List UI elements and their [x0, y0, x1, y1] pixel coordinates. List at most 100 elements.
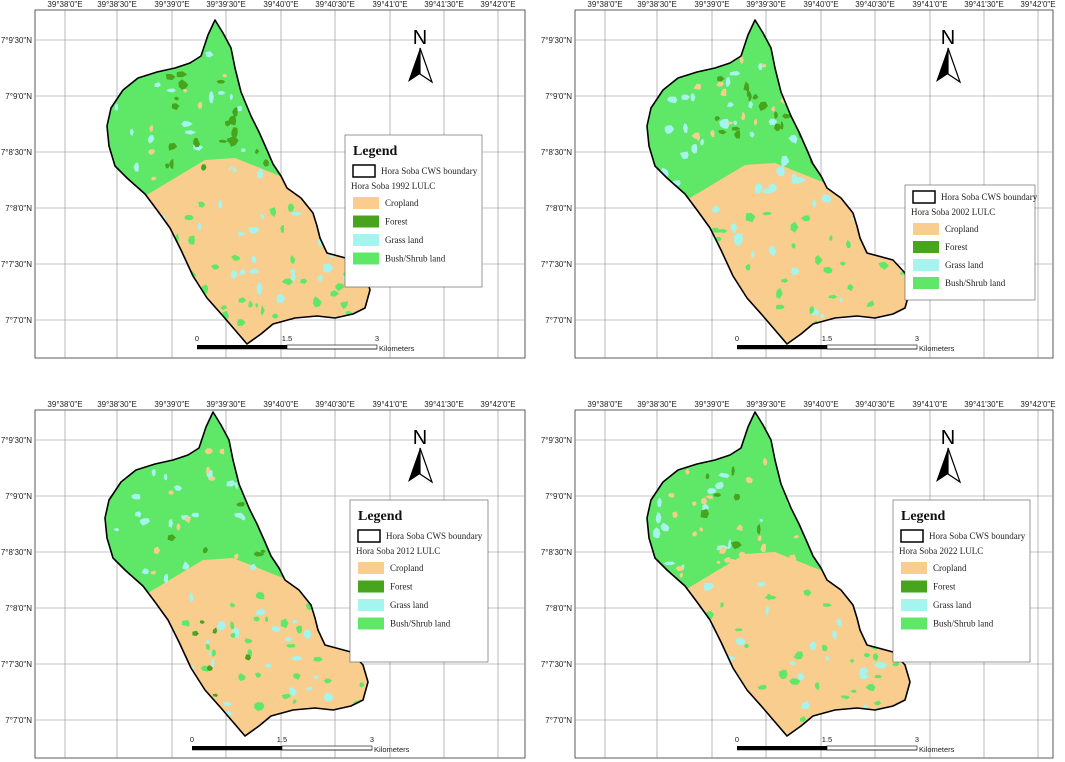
grass-land-patch	[133, 162, 139, 172]
forest-patch	[774, 111, 778, 119]
forest-patch	[752, 93, 759, 100]
scale-unit-label: Kilometers	[919, 745, 955, 754]
forest-patch	[245, 654, 252, 661]
cropland-patch	[685, 468, 690, 475]
longitude-label: 39°40'0"E	[263, 0, 298, 9]
cropland-swatch	[358, 562, 384, 574]
scale-label: 1.5	[822, 334, 832, 343]
grass-land-patch	[271, 625, 281, 633]
cropland-swatch	[353, 197, 379, 209]
grass-land-patch	[135, 511, 142, 518]
bush-shrub-patch	[330, 290, 340, 297]
longitude-label: 39°38'30"E	[97, 0, 137, 9]
cropland-swatch	[913, 223, 939, 235]
grass-land-patch	[114, 103, 119, 111]
cropland-patch	[754, 118, 758, 126]
grass-land-patch	[729, 70, 741, 76]
grass-land-patch	[147, 135, 155, 144]
scale-label: 3	[915, 334, 919, 343]
forest-patch	[212, 693, 219, 697]
longitude-label: 39°40'30"E	[855, 0, 895, 9]
grass-land-patch	[756, 581, 766, 587]
legend-class-label: Grass land	[945, 260, 984, 270]
bush-shrub-patch	[718, 229, 728, 234]
bush-shrub-patch	[198, 201, 206, 208]
grass-land-patch	[727, 538, 732, 549]
grass-land-patch	[653, 527, 661, 539]
grass-land-patch	[859, 667, 869, 678]
grass-land-patch	[679, 151, 689, 160]
grass-land-patch	[797, 672, 805, 682]
cropland-patch	[691, 132, 700, 139]
grass-land-patch	[666, 96, 678, 104]
forest-patch	[212, 627, 218, 634]
legend-class-label: Grass land	[390, 600, 429, 610]
legend-class-label: Bush/Shrub land	[385, 254, 446, 264]
bush-shrub-patch	[720, 602, 724, 608]
cropland-patch	[763, 457, 768, 466]
longitude-label: 39°42'0"E	[1020, 0, 1055, 9]
grass-land-patch	[839, 296, 843, 303]
grass-land-patch	[241, 148, 246, 152]
north-arrow: N	[936, 427, 962, 484]
cropland-patch	[716, 560, 721, 565]
legend: Legend Hora Soba CWS boundary Hora Soba 20…	[892, 499, 1031, 663]
bush-shrub-patch	[229, 602, 236, 608]
grass-land-patch	[173, 485, 183, 491]
cropland-patch	[771, 106, 776, 112]
longitude-label: 39°41'30"E	[424, 0, 464, 9]
bush-shrub-swatch	[913, 277, 939, 289]
cropland-patch	[168, 490, 174, 495]
grass-land-patch	[260, 213, 265, 220]
legend-title: Legend	[358, 509, 403, 524]
latitude-label: 7°8'0"N	[545, 204, 572, 213]
bush-shrub-patch	[248, 300, 253, 308]
grass-land-patch	[681, 94, 691, 100]
longitude-label: 39°38'30"E	[637, 400, 677, 409]
cropland-patch	[205, 466, 211, 474]
cropland-patch	[233, 553, 239, 560]
forest-patch	[231, 127, 238, 140]
bush-shrub-patch	[286, 644, 296, 648]
scale-bar-hollow	[826, 745, 918, 751]
forest-patch	[263, 159, 269, 167]
cropland-patch	[729, 558, 736, 565]
grass-land-patch	[248, 227, 260, 235]
bush-shrub-patch	[181, 620, 190, 627]
forest-patch	[201, 164, 207, 171]
bush-shrub-patch	[767, 593, 771, 601]
bush-shrub-patch	[254, 702, 265, 711]
grass-land-patch	[730, 223, 737, 233]
cropland-patch	[760, 543, 766, 553]
longitude-label: 39°41'0"E	[912, 400, 947, 409]
latitude-label: 7°9'0"N	[5, 92, 32, 101]
scale-bar-hollow	[286, 344, 378, 350]
north-arrow: N	[408, 427, 434, 484]
cropland-patch	[197, 101, 203, 109]
bush-shrub-patch	[265, 616, 269, 622]
longitude-label: 39°40'30"E	[855, 400, 895, 409]
forest-patch	[718, 129, 727, 135]
scale-unit-label: Kilometers	[379, 344, 415, 353]
grass-land-patch	[181, 120, 193, 128]
legend-boundary-label: Hora Soba CWS boundary	[381, 166, 478, 176]
grass-land-patch	[801, 700, 811, 710]
legend-boundary-label: Hora Soba CWS boundary	[941, 192, 1038, 202]
bush-shrub-patch	[850, 689, 857, 693]
latitude-label: 7°7'30"N	[1, 260, 32, 269]
cropland-patch	[727, 121, 734, 125]
longitude-label: 39°41'30"E	[964, 400, 1004, 409]
longitude-label: 39°38'0"E	[587, 400, 622, 409]
legend-layer-label: Hora Soba 2012 LULC	[356, 546, 440, 556]
cropland-patch	[691, 501, 697, 507]
grass-land-patch	[664, 125, 675, 135]
legend-title: Legend	[901, 509, 946, 524]
grass-land-swatch	[358, 599, 384, 611]
forest-patch	[705, 473, 710, 480]
cropland-patch	[204, 448, 213, 455]
longitude-label: 39°39'0"E	[694, 0, 729, 9]
forest-swatch	[913, 241, 939, 253]
grass-land-patch	[139, 518, 150, 526]
longitude-label: 39°38'0"E	[587, 0, 622, 9]
bush-shrub-patch	[891, 662, 900, 667]
